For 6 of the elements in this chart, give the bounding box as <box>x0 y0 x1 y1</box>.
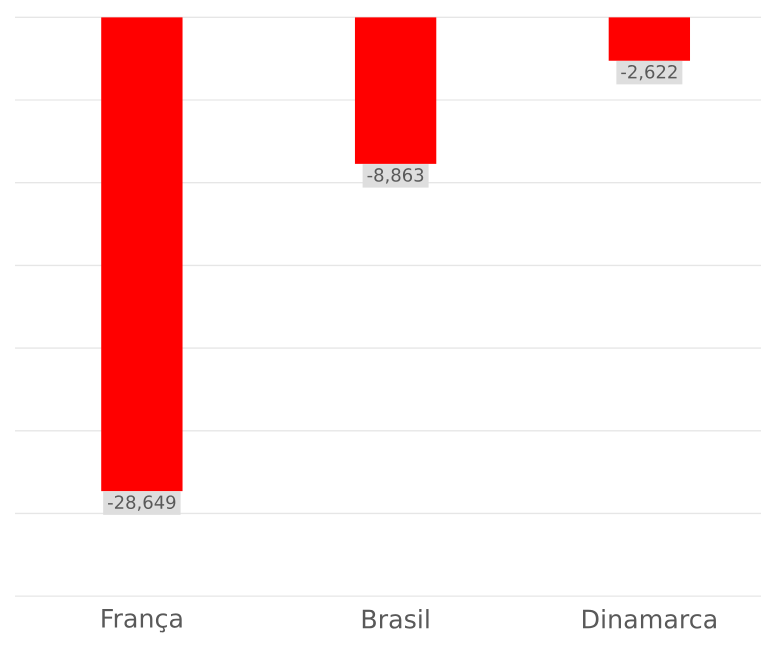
data-label: -2,622 <box>621 64 677 80</box>
x-tick-label: Brasil <box>362 609 429 629</box>
x-tick-label: Dinamarca <box>583 609 716 629</box>
x-tick-label: França <box>102 609 182 632</box>
data-label: -28,649 <box>108 495 176 511</box>
data-label: -8,863 <box>367 168 424 184</box>
